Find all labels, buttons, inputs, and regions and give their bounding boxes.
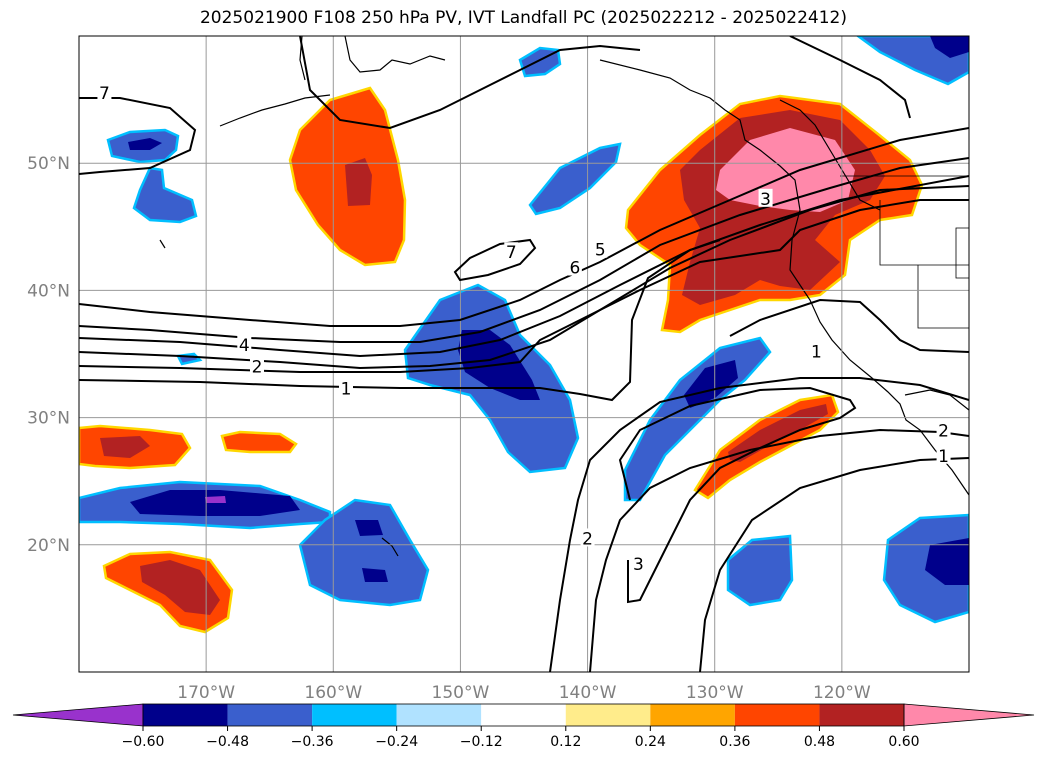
contour-label: 2 [252, 358, 263, 378]
colorbar-extend-max [903, 703, 1035, 727]
colorbar-tick-label: 0.12 [550, 734, 581, 750]
colorbar-tick-label: 0.24 [635, 734, 666, 750]
contour-label-bg [809, 341, 824, 360]
contour-labels: 7 7 65 4 3 2 1 1 2 1 2 3 [97, 83, 951, 575]
colorbar-box [734, 704, 820, 726]
ivt-contour-line [729, 298, 969, 353]
ivt-contour-line [789, 36, 911, 119]
contour-label: 4 [239, 336, 250, 356]
map-frame [78, 35, 970, 673]
colorbar-box [565, 704, 651, 726]
colorbar-box [650, 704, 735, 726]
colorbar-tick-label: −0.60 [122, 734, 165, 750]
blob-ne-streak [528, 142, 622, 216]
blob-west-red [79, 424, 192, 470]
ivt-contour-line [299, 36, 641, 130]
ivt-contour-line [79, 127, 969, 327]
chart-title: 2025021900 F108 250 hPa PV, IVT Landfall… [199, 8, 847, 28]
blob-southwest-red [102, 550, 234, 634]
contour-label: 7 [99, 84, 110, 104]
colorbar-box [312, 704, 397, 726]
blob-nw-drip [132, 166, 198, 224]
colorbar [12, 703, 1035, 727]
colorbar-tick-label: −0.12 [460, 734, 503, 750]
contour-label-bg [237, 335, 252, 354]
colorbar-tick-label: −0.24 [375, 734, 418, 750]
contour-label-bg [567, 257, 582, 276]
contour-label-bg [593, 239, 608, 258]
ivt-contour-line [453, 238, 537, 282]
colorbar-frame [142, 703, 905, 727]
lon-tick-label: 170°W [177, 683, 235, 703]
blob-nw-small [106, 128, 180, 164]
pv-filled-contours [79, 36, 969, 634]
colorbar-tick-label: −0.36 [291, 734, 334, 750]
lon-tick-label: 160°W [304, 683, 362, 703]
contour-label-bg [339, 378, 353, 397]
contour-label: 2 [582, 529, 593, 549]
colorbar-box [143, 704, 228, 726]
blob-ne-corner [855, 36, 969, 86]
contour-label: 1 [938, 447, 949, 467]
colorbar-box [481, 704, 566, 726]
blob-hawaii-south [298, 498, 430, 607]
lat-tick-label: 20°N [27, 536, 70, 556]
lon-tick-label: 140°W [559, 683, 617, 703]
blob-s-small [726, 534, 794, 607]
colorbar-tick-label: −0.48 [206, 734, 249, 750]
blob-west-red-small [220, 430, 298, 454]
contour-label-bg [631, 553, 646, 572]
contour-label-bg [758, 188, 773, 207]
contour-label: 3 [633, 555, 644, 575]
contour-label-bg [250, 356, 264, 375]
ivt-contour-line [589, 428, 969, 672]
blob-landfall-main [624, 94, 924, 334]
colorbar-tick-label: 0.60 [888, 734, 919, 750]
ivt-contour-line [79, 185, 969, 370]
contour-label-bg [936, 445, 951, 464]
contour-label: 1 [811, 342, 822, 362]
contour-label-bg [97, 83, 112, 102]
contour-label: 6 [569, 259, 580, 279]
colorbar-ticks: −0.60 −0.48 −0.36 −0.24 −0.12 0.12 0.24 0.36 0.4… [122, 726, 920, 750]
borders [840, 175, 969, 329]
ivt-contour-line [699, 457, 969, 672]
ivt-contour-line [79, 239, 721, 402]
ivt-contour-line [549, 377, 969, 672]
grid-lines [79, 36, 969, 672]
lat-tick-label: 30°N [27, 409, 70, 429]
contour-label: 2 [938, 421, 949, 441]
contour-label: 7 [506, 243, 517, 263]
blob-se-corner [882, 513, 969, 624]
ivt-contour-line [79, 175, 969, 358]
colorbar-tick-label: 0.48 [804, 734, 835, 750]
ivt-contours [79, 36, 969, 672]
ivt-contour-line [618, 386, 857, 604]
colorbar-box [819, 704, 904, 726]
lat-tick-label: 40°N [27, 281, 70, 301]
contour-label-bg [504, 242, 519, 261]
contour-label: 3 [760, 190, 771, 210]
ivt-contour-line [79, 199, 969, 373]
colorbar-extend-min [12, 703, 144, 727]
latitude-labels: 20°N 30°N 40°N 50°N [27, 154, 70, 556]
blob-north-pacific-red [288, 86, 407, 267]
contour-label-bg [580, 528, 595, 547]
contour-label: 1 [341, 379, 352, 399]
colorbar-box [227, 704, 313, 726]
contour-label: 5 [595, 241, 606, 261]
blob-hawaii-band [79, 480, 332, 530]
lat-tick-label: 50°N [27, 154, 70, 174]
colorbar-tick-label: 0.36 [719, 734, 750, 750]
ivt-contour-line [79, 97, 197, 175]
blob-se-streak [623, 336, 772, 502]
longitude-labels: 170°W 160°W 150°W 140°W 130°W 120°W [177, 683, 871, 703]
blob-central [403, 283, 580, 474]
lon-tick-label: 130°W [686, 683, 744, 703]
contour-label-bg [936, 420, 951, 439]
lon-tick-label: 150°W [432, 683, 490, 703]
colorbar-box [396, 704, 482, 726]
lon-tick-label: 120°W [813, 683, 871, 703]
